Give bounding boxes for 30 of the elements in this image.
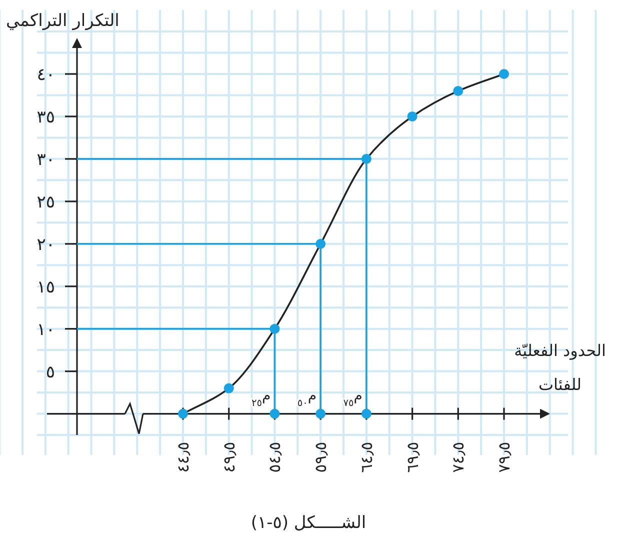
y-tick-label: ٤٠ — [36, 64, 55, 85]
annotation: م$_{٥٠}$ — [297, 388, 317, 408]
x-tick-label: ٥٤٫٥ — [265, 442, 284, 473]
y-tick-label: ٥ — [46, 362, 55, 382]
y-tick-label: ١٥ — [36, 277, 55, 298]
y-tick-label: ١٠ — [36, 320, 55, 340]
point — [270, 324, 280, 334]
x-tick-label: ٧٤٫٥ — [448, 442, 468, 473]
x-tick-label: ٤٤٫٥ — [174, 442, 192, 473]
annotation: م$_{٧٥}$ — [343, 388, 362, 408]
y-tick-label: ٣٠ — [36, 150, 55, 170]
point — [361, 154, 372, 164]
annotation: م$_{٢٥}$ — [252, 388, 271, 408]
point — [224, 383, 234, 394]
point — [499, 68, 509, 79]
point — [453, 86, 464, 96]
x-tick-label: ٦٩٫٥ — [402, 442, 422, 473]
y-tick-label: ٢٥ — [36, 192, 55, 212]
x-axis-title: الحدود الفعليّة للفئات — [514, 341, 606, 394]
x-tick-label: ٤٩٫٥ — [219, 442, 238, 473]
x-tick-label: ٥٩٫٥ — [311, 442, 330, 473]
y-tick-label: ٣٥ — [36, 107, 55, 128]
y-axis-title: التكرار التراكمي — [6, 11, 120, 31]
text: الشـــــكل (٥-١) — [250, 513, 366, 533]
x-tick-label: ٧٩٫٥ — [494, 442, 514, 473]
point — [316, 238, 326, 249]
point — [178, 408, 188, 419]
y-tick-label: ٢٠ — [36, 234, 55, 255]
x-tick-label: ٦٤٫٥ — [356, 442, 376, 473]
point — [407, 111, 418, 122]
